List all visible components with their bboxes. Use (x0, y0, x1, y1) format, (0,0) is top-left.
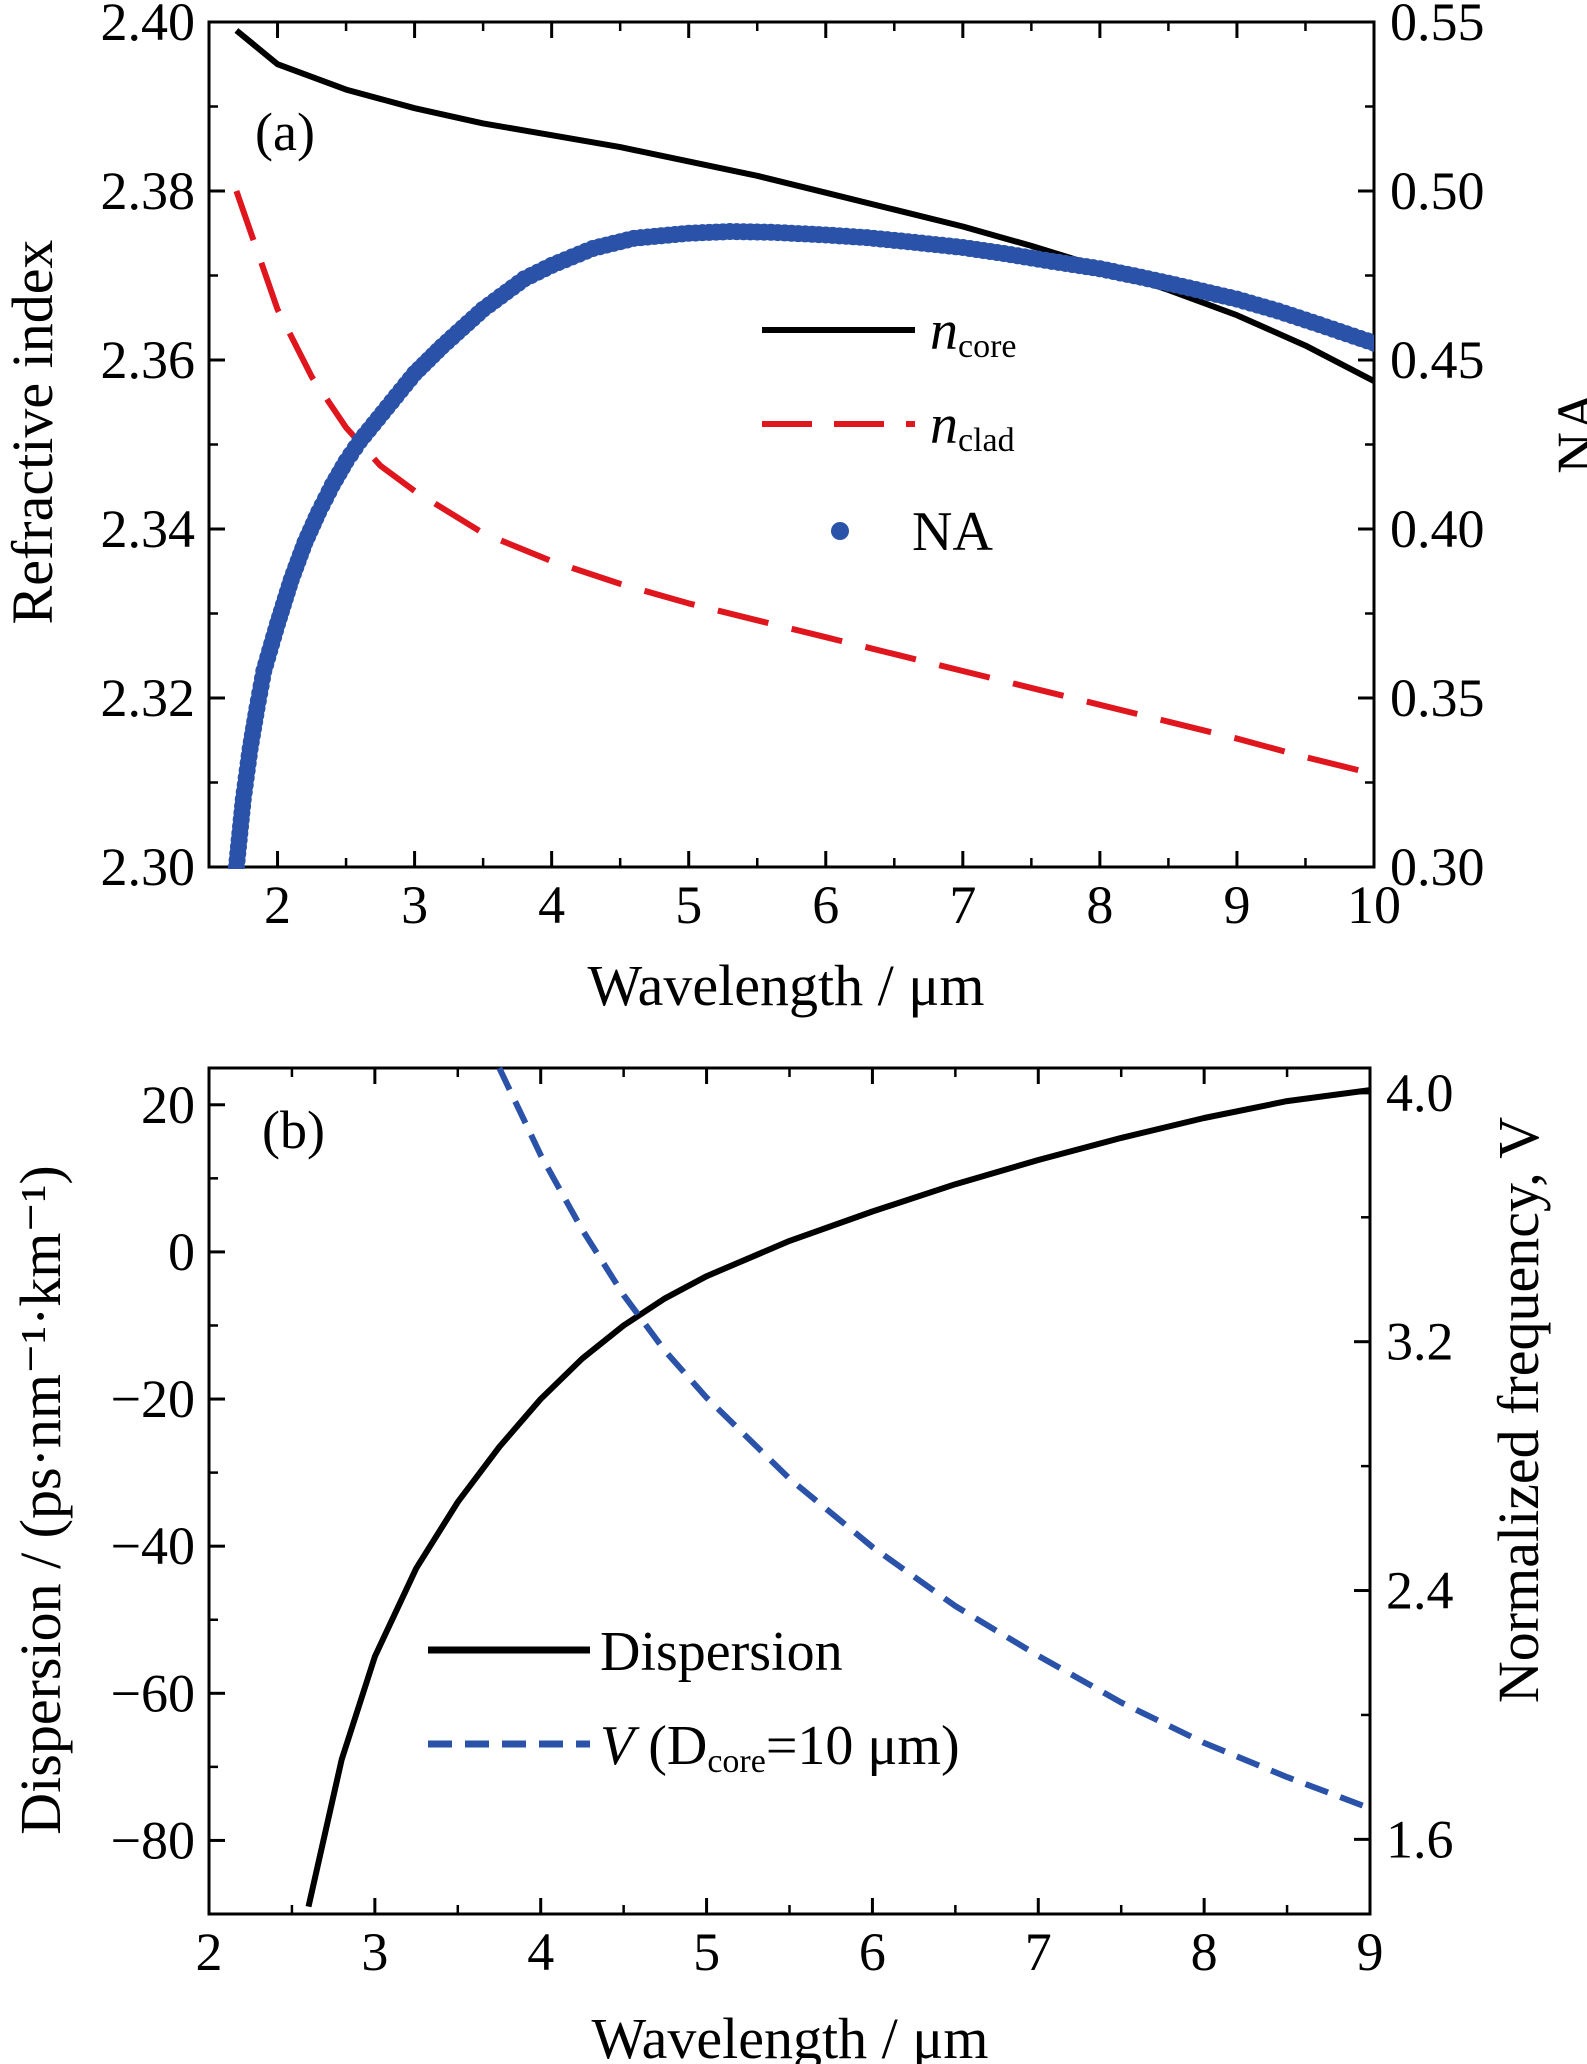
panel-b-x-tick-label: 5 (693, 1922, 720, 1982)
panel-a-y-left-tick-label: 2.30 (101, 837, 196, 897)
legend-nclad-sub: clad (958, 422, 1015, 459)
panel-b-y-left-tick-label: 0 (168, 1222, 195, 1282)
panel-a-x-tick-label: 3 (401, 875, 428, 935)
panel-b-label: (b) (262, 1100, 325, 1160)
legend-ncore-sub: core (958, 328, 1017, 365)
panel-b-x-tick-label: 2 (196, 1922, 223, 1982)
panel-b-y-right-tick-label: 1.6 (1386, 1809, 1454, 1869)
panel-b-y-right-tick-label: 2.4 (1386, 1561, 1454, 1621)
panel-a-x-tick-label: 6 (812, 875, 839, 935)
panel-a-y-right-tick-label: 0.40 (1390, 499, 1485, 559)
legend-ncore-main: n (930, 300, 958, 362)
panel-b-x-tick-label: 4 (527, 1922, 554, 1982)
panel-b-series-layer (305, 1066, 1370, 1908)
legend-nclad-main: n (930, 394, 958, 456)
panel-a-x-tick-label: 2 (264, 875, 291, 935)
panel-b-x-tick-label: 6 (859, 1922, 886, 1982)
legend-label-ncore: ncore (930, 300, 1017, 365)
panel-b-y-left-tick-label: −20 (111, 1369, 195, 1429)
legend-label-na: NA (912, 501, 993, 563)
panel-b-y-left-tick-label: −40 (111, 1516, 195, 1576)
panel-b-y-left-tick-label: −60 (111, 1663, 195, 1723)
panel-a-right-axis-title: NA (1545, 390, 1587, 474)
panel-b-y-right-tick-label: 3.2 (1386, 1312, 1454, 1372)
panel-a-x-tick-label: 7 (949, 875, 976, 935)
panel-a-y-left-tick-label: 2.38 (101, 161, 196, 221)
panel-a-chart: (a) Wavelength / μm Refractive index NA … (0, 0, 1587, 1018)
legend-swatch-na (831, 522, 849, 540)
panel-a-y-left-tick-label: 2.34 (101, 499, 196, 559)
panel-b-plot-frame (207, 1066, 1372, 1916)
legend-v-mid: (D (634, 1715, 707, 1777)
legend-label-dispersion: Dispersion (600, 1621, 843, 1683)
panel-a-ticks: 2 3 4 5 6 7 8 9 10 2.30 2.32 2.34 2.36 2.38 2.40 0.30 0.… (101, 0, 1485, 935)
panel-a-legend: ncore nclad NA (762, 300, 1017, 563)
panel-b-left-axis-title: Dispersion / (ps·nm⁻¹·km⁻¹) (8, 1165, 73, 1835)
panel-a-y-left-tick-label: 2.40 (101, 0, 196, 52)
panel-a-x-axis-title: Wavelength / μm (588, 953, 985, 1018)
legend-label-nclad: nclad (930, 394, 1015, 459)
panel-b-chart: (b) Wavelength / μm Dispersion / (ps·nm⁻… (8, 1063, 1551, 2064)
panel-b-legend: Dispersion V (Dcore=10 μm) (428, 1621, 960, 1780)
panel-a-y-left-tick-label: 2.32 (101, 668, 196, 728)
panel-b-y-right-tick-label: 4.0 (1386, 1063, 1454, 1123)
panel-b-y-left-tick-label: −80 (111, 1810, 195, 1870)
panel-b-x-tick-label: 8 (1191, 1922, 1218, 1982)
panel-a-left-axis-title: Refractive index (0, 240, 65, 625)
panel-a-y-right-tick-label: 0.30 (1390, 837, 1485, 897)
panel-a-label: (a) (255, 102, 315, 162)
panel-b-x-tick-label: 3 (361, 1922, 388, 1982)
panel-b-x-tick-label: 9 (1357, 1922, 1384, 1982)
legend-v-main: V (600, 1715, 640, 1777)
panel-b-x-axis-title: Wavelength / μm (592, 2006, 989, 2064)
panel-a-y-right-tick-label: 0.35 (1390, 668, 1485, 728)
legend-v-end: =10 μm) (766, 1715, 960, 1777)
panel-a-x-tick-label: 9 (1223, 875, 1250, 935)
panel-b-series-dispersion-line (305, 1087, 1370, 1908)
panel-a-y-right-tick-label: 0.50 (1390, 161, 1485, 221)
panel-b-x-tick-label: 7 (1025, 1922, 1052, 1982)
panel-b-right-axis-title: Normalized frequency, V (1486, 1117, 1551, 1703)
panel-a-series-na-point (1365, 334, 1374, 352)
panel-a-x-tick-label: 4 (538, 875, 565, 935)
panel-b-ticks: 2 3 4 5 6 7 8 9 −80 −60 −40 −20 0 20 1.6 2.4 3.2 4.0 (111, 1063, 1454, 1982)
panel-a-y-right-tick-label: 0.55 (1390, 0, 1485, 52)
panel-b-y-left-tick-label: 20 (141, 1075, 195, 1135)
panel-a-x-tick-label: 10 (1347, 875, 1401, 935)
panel-a-plot-frame (207, 20, 1376, 869)
panel-a-x-tick-label: 8 (1086, 875, 1113, 935)
panel-b-series-v-core-line (496, 1066, 1370, 1812)
legend-label-v: V (Dcore=10 μm) (600, 1715, 960, 1780)
panel-a-series-layer (227, 28, 1374, 869)
panel-a-series-n-clad-line (233, 190, 1374, 777)
panel-a-y-left-tick-label: 2.36 (101, 330, 196, 390)
panel-a-x-tick-label: 5 (675, 875, 702, 935)
legend-v-sub: core (707, 1743, 766, 1780)
panel-a-y-right-tick-label: 0.45 (1390, 330, 1485, 390)
